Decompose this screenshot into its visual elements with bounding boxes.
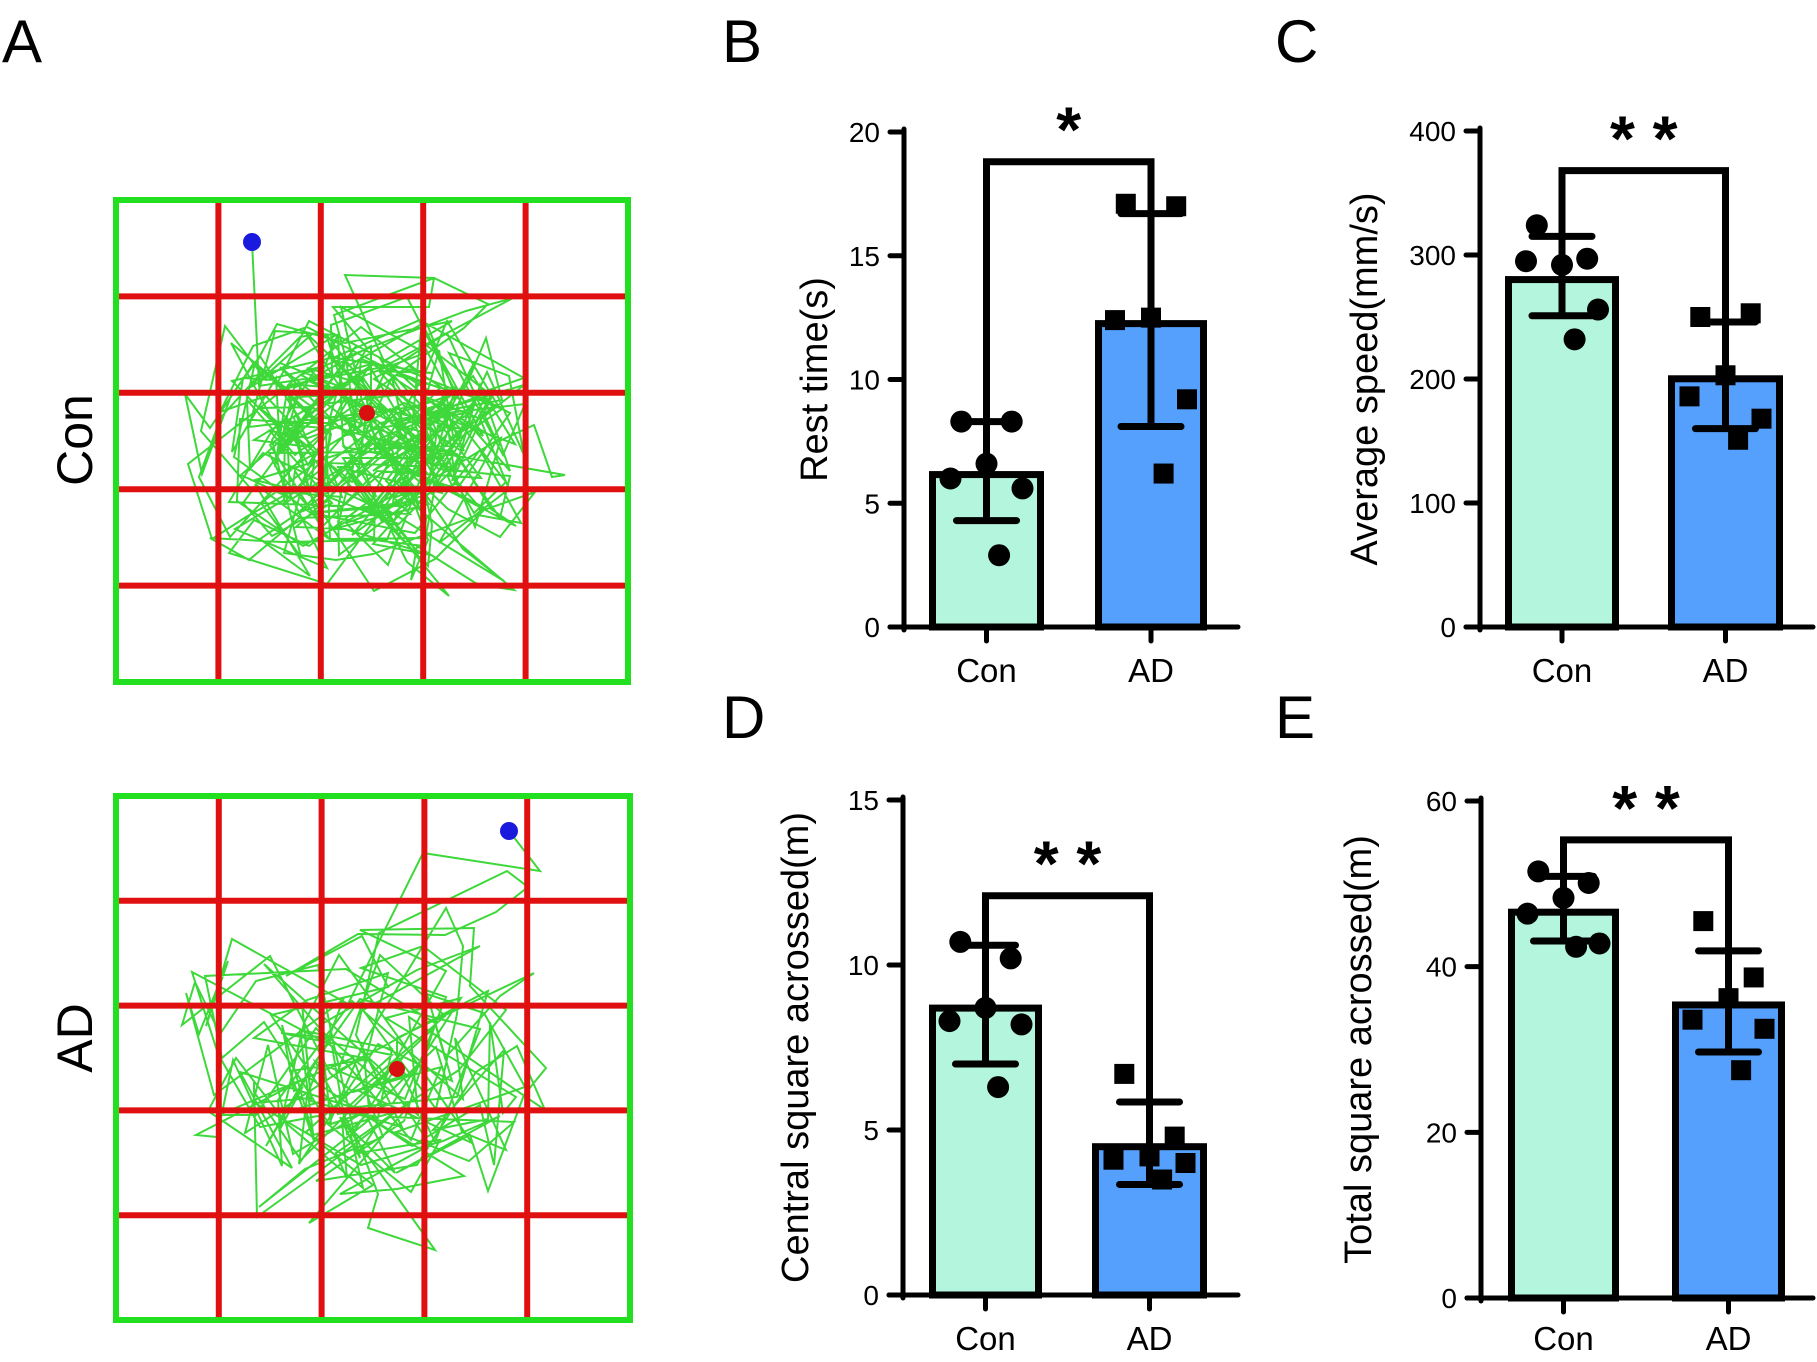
- trajectory-path: [180, 830, 548, 1252]
- chart-average-speed: Average speed(mm/s) 0 100 200 300 400 Con AD * *: [1344, 103, 1816, 689]
- panel-letter-c: C: [1275, 8, 1318, 75]
- y-axis-title: Central square acrossed(m): [775, 812, 817, 1283]
- data-point-con: [1515, 250, 1537, 273]
- arena-border: [113, 197, 631, 685]
- data-point-ad: [1693, 911, 1714, 932]
- data-point-con: [939, 467, 962, 490]
- y-tick-label: 0: [1441, 1283, 1457, 1314]
- x-category-label-con: Con: [1532, 652, 1593, 689]
- data-point-ad: [1754, 1018, 1775, 1039]
- significance-bracket: [982, 892, 1153, 1102]
- y-tick-label: 10: [849, 365, 880, 396]
- y-tick-label: 0: [864, 612, 880, 643]
- row-label-ad: AD: [47, 1003, 103, 1072]
- data-point-con: [1576, 247, 1599, 270]
- y-tick-label: 20: [849, 117, 880, 148]
- significance-bracket: [1560, 836, 1732, 951]
- start-point-marker: [243, 233, 261, 251]
- bar-con: [1508, 908, 1619, 1302]
- bar-con: [1505, 276, 1619, 631]
- y-axis-title: Rest time(s): [794, 277, 836, 482]
- significance-label: * *: [1610, 103, 1678, 175]
- chart-central-square: Central square acrossed(m) 0 5 10 15 Con AD * *: [775, 785, 1241, 1357]
- y-tick-label: 400: [1409, 116, 1456, 147]
- data-point-ad: [1175, 1153, 1196, 1173]
- data-point-ad: [1115, 193, 1136, 214]
- data-point-ad: [1114, 1063, 1135, 1084]
- data-point-ad: [1682, 1009, 1703, 1030]
- x-category-label-ad: AD: [1703, 652, 1749, 689]
- x-category-label-ad: AD: [1127, 1320, 1173, 1357]
- data-point-ad: [1177, 389, 1197, 410]
- x-category-label-con: Con: [1533, 1320, 1594, 1357]
- data-point-ad: [1731, 1060, 1752, 1081]
- y-tick-label: 60: [1426, 786, 1457, 817]
- arena-con: [113, 197, 631, 685]
- data-point-con: [1516, 902, 1539, 925]
- y-tick-label: 15: [848, 785, 879, 816]
- data-point-ad: [1103, 1149, 1124, 1170]
- data-point-con: [1525, 214, 1548, 237]
- data-point-ad: [1740, 303, 1761, 324]
- data-point-con: [1010, 1013, 1033, 1036]
- y-axis-title: Average speed(mm/s): [1344, 192, 1386, 565]
- significance-bracket: [1558, 167, 1729, 322]
- y-tick-label: 20: [1426, 1117, 1457, 1148]
- panel-a-track-plots: Con AD: [47, 197, 633, 1323]
- data-point-ad: [1751, 408, 1772, 429]
- significance-label: * *: [1034, 828, 1102, 900]
- row-label-con: Con: [47, 394, 103, 486]
- x-category-label-ad: AD: [1128, 652, 1174, 689]
- end-point-marker: [389, 1061, 405, 1077]
- arena-ad: [113, 793, 633, 1323]
- y-tick-label: 0: [1440, 612, 1456, 643]
- y-tick-label: 0: [863, 1280, 879, 1311]
- y-tick-label: 40: [1426, 952, 1457, 983]
- chart-total-square: Total square acrossed(m) 0 20 40 60 Con AD * *: [1338, 772, 1816, 1357]
- data-point-con: [1563, 328, 1586, 351]
- significance-bracket: [983, 158, 1155, 422]
- data-point-ad: [1105, 310, 1125, 331]
- panel-letter-d: D: [722, 684, 765, 751]
- x-category-label-con: Con: [956, 652, 1017, 689]
- arena-border: [113, 793, 633, 1323]
- y-axis-title: Total square acrossed(m): [1338, 835, 1380, 1264]
- y-tick-label: 5: [864, 488, 880, 519]
- data-point-con: [987, 1076, 1010, 1099]
- x-category-label-con: Con: [955, 1320, 1016, 1357]
- start-point-marker: [500, 822, 518, 840]
- data-point-con: [988, 544, 1011, 567]
- y-tick-label: 100: [1409, 488, 1456, 519]
- panel-letter-a: A: [2, 8, 42, 75]
- bar-ad: [1095, 320, 1207, 631]
- significance-label: *: [1056, 94, 1081, 166]
- end-point-marker: [359, 405, 375, 421]
- y-tick-label: 10: [848, 950, 879, 981]
- panel-letter-b: B: [722, 8, 762, 75]
- data-point-con: [1011, 477, 1034, 500]
- significance-label: * *: [1612, 772, 1680, 844]
- data-point-ad: [1679, 386, 1700, 407]
- y-tick-label: 300: [1409, 240, 1456, 271]
- chart-rest-time: Rest time(s) 0 5 10 15 20 Con AD *: [794, 94, 1241, 689]
- data-point-con: [938, 1010, 961, 1033]
- panel-letter-e: E: [1275, 684, 1315, 751]
- data-point-ad: [1728, 429, 1749, 450]
- data-point-con: [999, 947, 1022, 970]
- data-point-ad: [1164, 1126, 1185, 1147]
- data-point-ad: [1153, 463, 1174, 484]
- x-category-label-ad: AD: [1706, 1320, 1752, 1357]
- y-tick-label: 200: [1409, 364, 1456, 395]
- y-tick-label: 15: [849, 241, 880, 272]
- data-point-ad: [1743, 967, 1764, 988]
- y-tick-label: 5: [863, 1115, 879, 1146]
